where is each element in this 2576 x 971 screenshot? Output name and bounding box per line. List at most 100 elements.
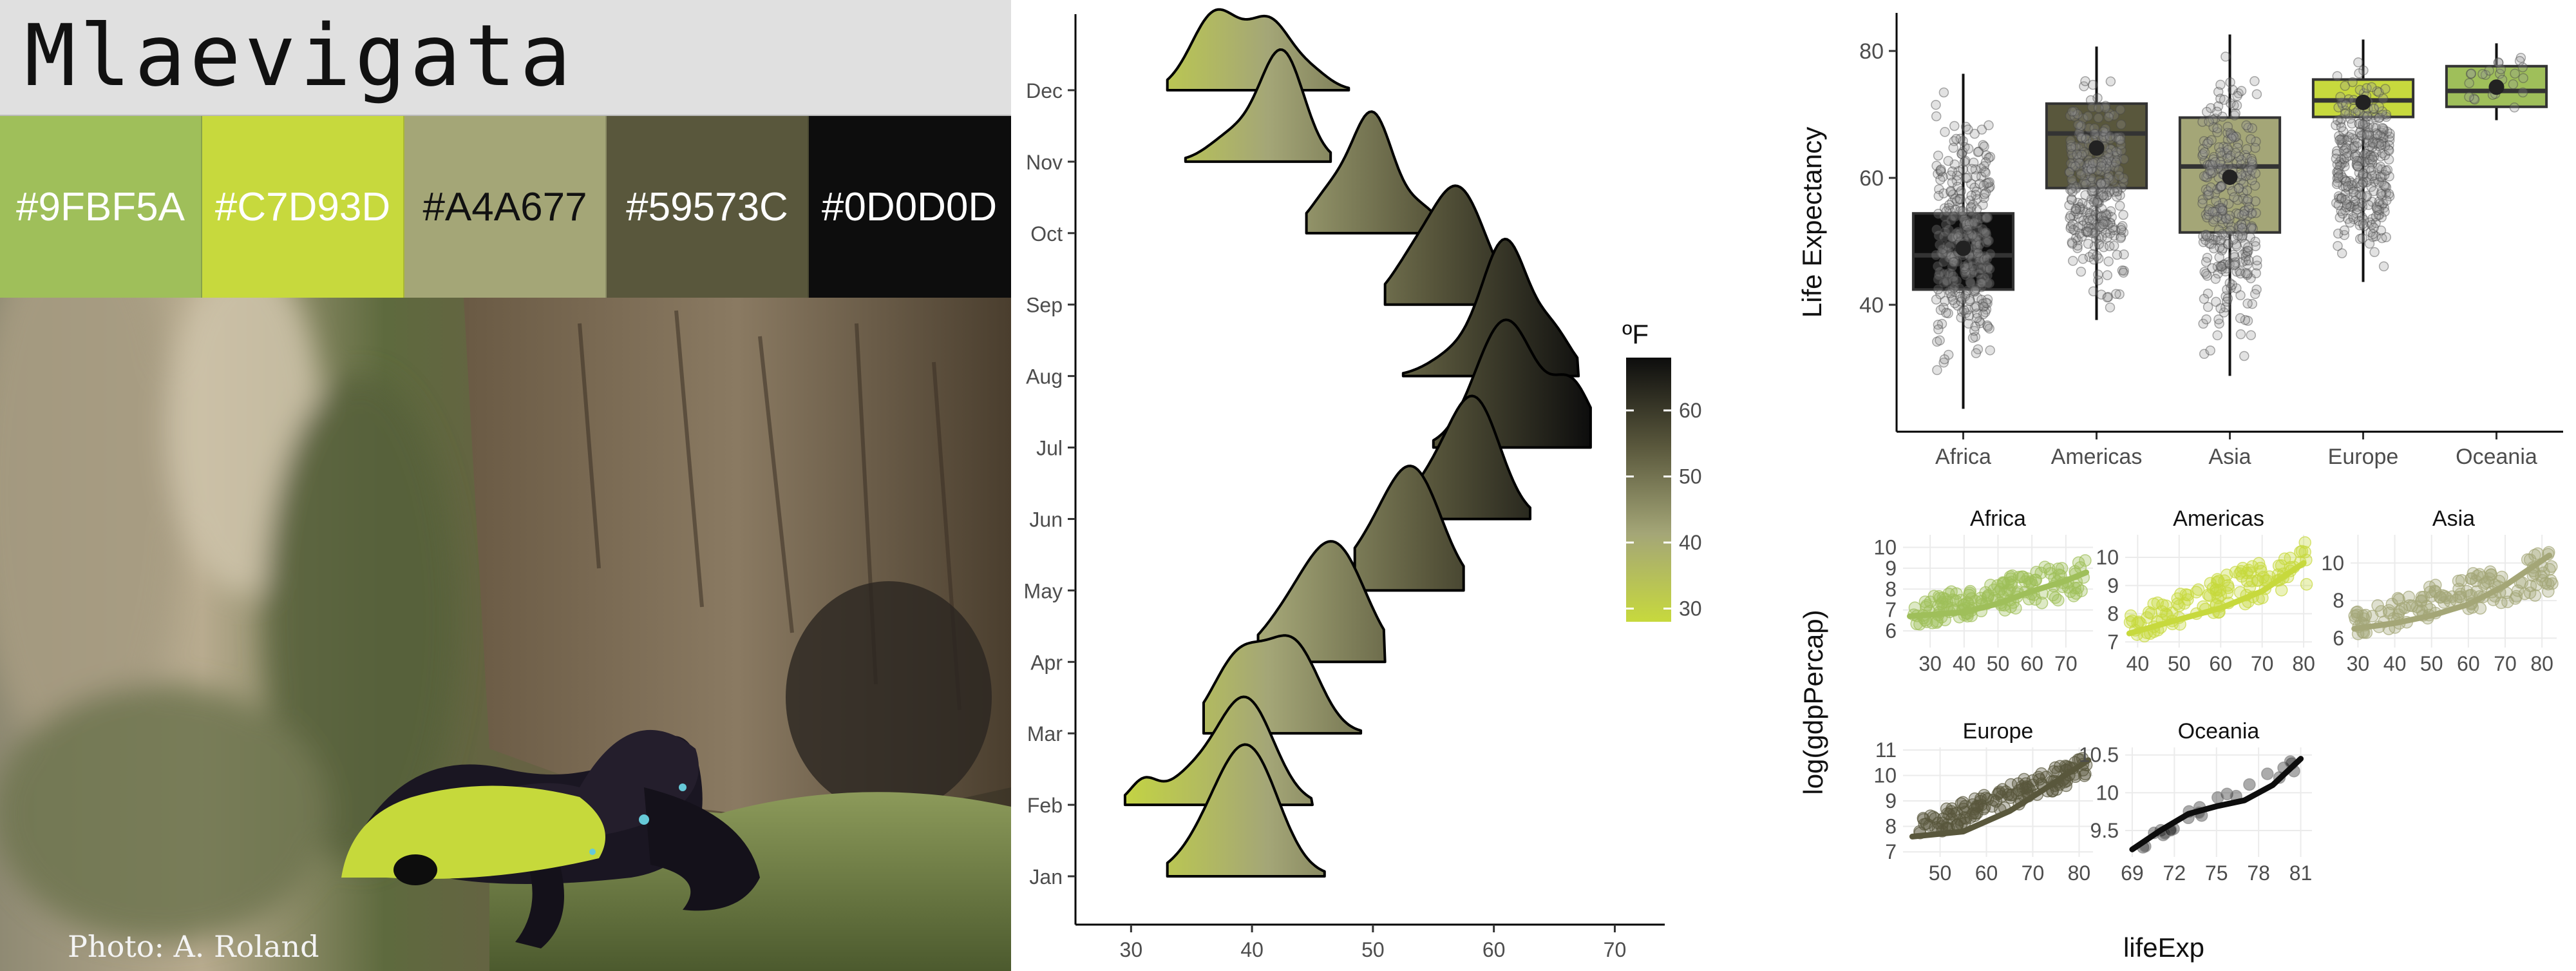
jitter-point	[1953, 227, 1964, 237]
facet-x-axis-label: lifeExp	[2123, 932, 2204, 963]
jitter-point	[2087, 186, 2097, 197]
jitter-point	[2231, 266, 2242, 277]
jitter-point	[2215, 242, 2225, 253]
jitter-point	[1936, 166, 1946, 177]
jitter-point	[2206, 168, 2217, 178]
jitter-point	[2086, 164, 2097, 174]
jitter-point	[2374, 113, 2384, 124]
jitter-point	[2119, 154, 2129, 164]
jitter-point	[2107, 212, 2117, 222]
jitter-point	[2342, 194, 2353, 205]
jitter-point	[2376, 212, 2387, 223]
jitter-point	[1935, 175, 1946, 185]
jitter-point	[2384, 145, 2394, 156]
jitter-point	[2074, 212, 2084, 223]
jitter-point	[1949, 282, 1960, 293]
jitter-point	[2347, 119, 2357, 129]
jitter-point	[1984, 183, 1994, 193]
jitter-point	[2221, 266, 2231, 277]
jitter-point	[1934, 184, 1944, 195]
jitter-point	[2493, 57, 2504, 68]
jitter-point	[2351, 159, 2362, 169]
jitter-point	[2081, 133, 2092, 144]
jitter-point	[1980, 157, 1991, 168]
facet-point	[2275, 559, 2288, 572]
jitter-point	[2336, 114, 2347, 124]
jitter-point	[2204, 116, 2214, 127]
jitter-point	[2333, 240, 2343, 251]
jitter-point	[1943, 308, 1953, 319]
facet-trend-line	[1909, 757, 2092, 840]
facet-point	[1981, 591, 1994, 604]
jitter-point	[2093, 269, 2103, 280]
jitter-point	[2101, 216, 2111, 227]
jitter-point	[1958, 208, 1969, 218]
jitter-point	[2073, 143, 2083, 154]
jitter-point	[2371, 218, 2381, 228]
jitter-point	[1950, 211, 1960, 222]
facet-trend-line	[2129, 756, 2304, 852]
jitter-point	[1944, 285, 1955, 296]
jitter-point	[1979, 189, 1990, 200]
jitter-point	[1972, 308, 1982, 319]
jitter-point	[2067, 187, 2078, 197]
jitter-point	[2375, 161, 2386, 172]
jitter-point	[1950, 193, 1960, 204]
jitter-point	[2201, 314, 2211, 325]
facet-point	[2124, 609, 2137, 622]
jitter-point	[2338, 180, 2348, 191]
jitter-point	[2251, 89, 2262, 99]
jitter-point	[2227, 186, 2237, 197]
jitter-point	[2353, 137, 2363, 148]
jitter-point	[2085, 223, 2096, 233]
jitter-point	[2212, 231, 2223, 242]
ridge-aug	[1401, 238, 1580, 378]
jitter-point	[2094, 219, 2105, 230]
jitter-point	[1976, 171, 1987, 182]
jitter-point	[2084, 159, 2095, 169]
jitter-point	[2367, 154, 2378, 165]
jitter-point	[2206, 102, 2216, 113]
jitter-point	[2247, 175, 2257, 186]
jitter-point	[2251, 255, 2262, 265]
ridge-y-tick-label: Jan	[1029, 865, 1063, 889]
jitter-point	[2217, 205, 2227, 215]
jitter-point	[2228, 84, 2238, 95]
jitter-point	[2219, 147, 2230, 157]
jitter-point	[1967, 219, 1978, 229]
jitter-point	[2215, 93, 2226, 104]
jitter-point	[2201, 229, 2211, 240]
jitter-point	[2208, 161, 2219, 171]
palette-panel: Mlaevigata #9FBF5A #C7D93D #A4A677 #5957…	[0, 0, 1011, 971]
jitter-point	[2382, 195, 2392, 206]
jitter-point	[2235, 290, 2246, 301]
jitter-point	[2344, 150, 2354, 161]
jitter-point	[1935, 166, 1946, 176]
jitter-point	[2197, 194, 2208, 205]
facet-point	[2005, 575, 2018, 589]
jitter-point	[2484, 65, 2494, 76]
jitter-point	[2354, 189, 2365, 200]
jitter-point	[2349, 141, 2360, 151]
jitter-point	[1935, 305, 1946, 315]
jitter-point	[1963, 144, 1974, 154]
jitter-point	[2235, 268, 2246, 279]
jitter-point	[2354, 119, 2365, 129]
jitter-point	[1944, 202, 1954, 213]
jitter-point	[2076, 132, 2087, 142]
jitter-point	[2240, 171, 2251, 181]
jitter-point	[1943, 155, 1954, 166]
jitter-point	[2074, 202, 2085, 213]
jitter-point	[2338, 154, 2349, 164]
jitter-point	[2247, 298, 2258, 309]
jitter-point	[2365, 227, 2376, 238]
facet-y-tick-label: 10	[2321, 552, 2344, 575]
jitter-point	[1982, 235, 1993, 245]
jitter-point	[2078, 113, 2088, 124]
jitter-point	[1971, 348, 1982, 358]
jitter-point	[1958, 214, 1969, 225]
jitter-point	[2069, 180, 2079, 191]
jitter-point	[2338, 146, 2349, 156]
